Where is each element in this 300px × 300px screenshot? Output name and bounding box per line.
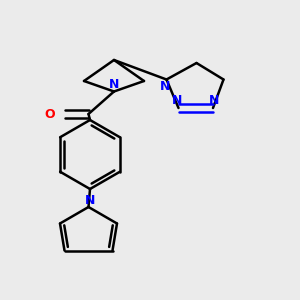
Text: N: N: [109, 78, 119, 92]
Text: N: N: [209, 94, 220, 107]
Text: N: N: [172, 94, 182, 107]
Text: N: N: [85, 194, 95, 207]
Text: N: N: [160, 80, 170, 94]
Text: O: O: [45, 107, 56, 121]
